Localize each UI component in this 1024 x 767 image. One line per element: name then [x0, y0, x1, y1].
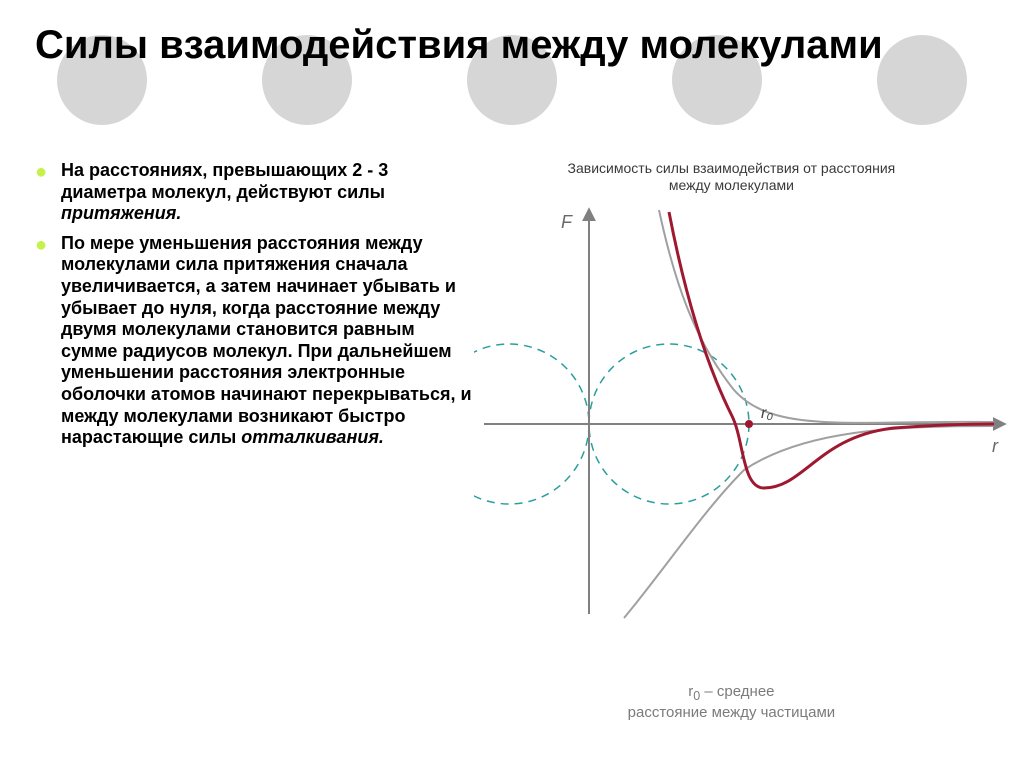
chart-container: Frr₀: [474, 200, 989, 630]
force-distance-chart: Fr r₀: [474, 200, 1014, 620]
bullet-text: На расстояниях, превышающих 2 - 3 диамет…: [61, 160, 388, 223]
net-force-curve: [669, 212, 994, 488]
content-area: На расстояниях, превышающих 2 - 3 диамет…: [35, 160, 989, 747]
bullet-list: На расстояниях, превышающих 2 - 3 диамет…: [35, 160, 474, 449]
y-axis-label: F: [561, 212, 573, 232]
figure-title-line: между молекулами: [669, 177, 794, 193]
figure-caption: r0 – среднее расстояние между частицами: [474, 683, 989, 723]
slide-title: Силы взаимодействия между молекулами: [35, 22, 989, 68]
text-column: На расстояниях, превышающих 2 - 3 диамет…: [35, 160, 474, 747]
figure-title: Зависимость силы взаимодействия от расст…: [474, 160, 989, 194]
bullet-item: По мере уменьшения расстояния между моле…: [35, 233, 474, 449]
r0-label: r₀: [761, 405, 773, 422]
figure-column: Зависимость силы взаимодействия от расст…: [474, 160, 989, 747]
caption-line: расстояние между частицами: [628, 704, 836, 721]
repulsion-curve: [659, 210, 994, 423]
r0-point: [745, 420, 753, 428]
caption-line: r0 – среднее: [688, 683, 774, 700]
x-axis-label: r: [992, 436, 999, 456]
attraction-curve: [624, 426, 994, 618]
bullet-item: На расстояниях, превышающих 2 - 3 диамет…: [35, 160, 474, 225]
bullet-text: По мере уменьшения расстояния между моле…: [61, 233, 472, 447]
figure-title-line: Зависимость силы взаимодействия от расст…: [568, 160, 896, 176]
